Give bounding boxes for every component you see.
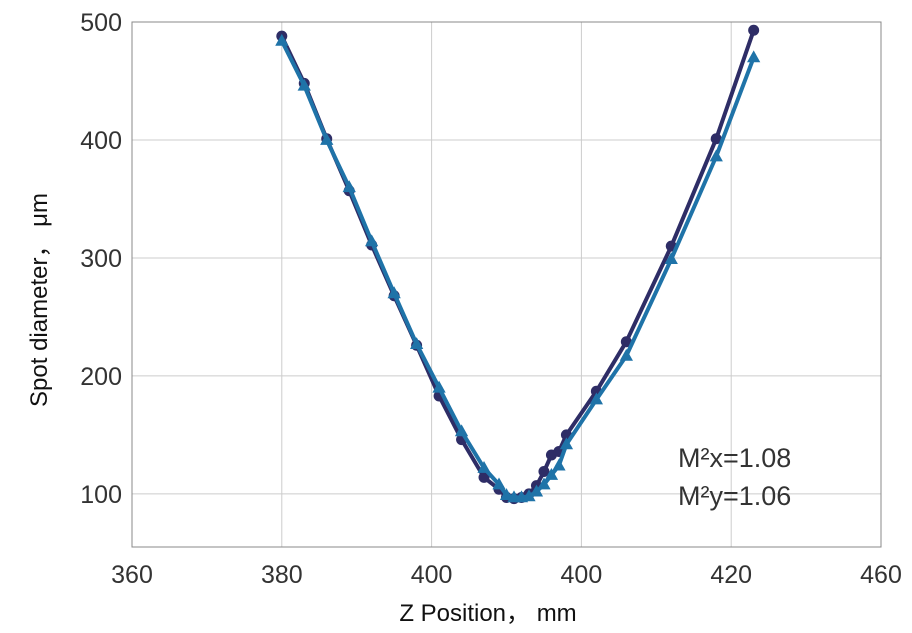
series-2-point [552, 458, 566, 471]
series-2-point [559, 437, 574, 450]
series-2-point [275, 33, 289, 46]
series-2-point [747, 50, 761, 63]
y-tick-labels: 100 200 300 400 500 [80, 9, 122, 509]
x-axis-title: Z Position， mm [399, 600, 576, 627]
series-2-point [499, 488, 514, 500]
y-tick-label: 300 [80, 245, 122, 273]
series-1-point [538, 465, 550, 477]
series-1-point [478, 471, 490, 483]
x-tick-label: 420 [710, 561, 752, 589]
y-tick-label: 400 [80, 127, 122, 155]
series-2-point [365, 234, 379, 247]
x-tick-label: 360 [111, 561, 153, 589]
series-2-point [432, 380, 446, 393]
series-2-point [454, 424, 469, 437]
series-2-point [709, 149, 723, 162]
y-tick-label: 200 [80, 363, 122, 391]
series-1-point [748, 24, 760, 36]
x-tick-label: 400 [411, 561, 453, 589]
series-2 [275, 33, 761, 503]
plot-frame [131, 21, 882, 548]
series-2-point [410, 337, 424, 349]
series-2-point [619, 348, 633, 361]
series-2-point [320, 133, 334, 145]
y-axis-title: Spot diameter， μm [26, 193, 53, 407]
series-2-point [387, 286, 401, 299]
x-tick-labels: 360 380 400 400 420 460 [111, 561, 902, 589]
series-2-point [664, 252, 678, 264]
series-1-point [710, 133, 722, 145]
series-2-point [522, 489, 536, 502]
x-tick-label: 460 [860, 561, 902, 589]
y-tick-label: 100 [80, 481, 122, 509]
series-2-point [492, 477, 506, 490]
series-2-point [589, 392, 603, 405]
series-2-point [297, 78, 311, 91]
series-2-point [342, 180, 356, 193]
series-1-point [620, 336, 632, 348]
series-2-point [537, 477, 551, 490]
series-2-point [529, 484, 544, 497]
x-tick-label: 400 [561, 561, 603, 589]
annotation-m2x: M²x=1.08 [678, 443, 791, 473]
x-tick-label: 380 [261, 561, 303, 589]
series-2-point [477, 461, 491, 473]
y-tick-label: 500 [80, 9, 122, 37]
annotation-m2y: M²y=1.06 [678, 481, 791, 511]
series-2-point [544, 468, 559, 480]
series-layer [275, 24, 761, 505]
